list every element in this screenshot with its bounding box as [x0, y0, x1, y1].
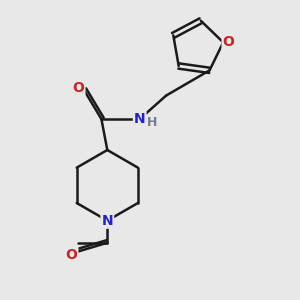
Text: O: O	[223, 35, 234, 49]
Text: H: H	[147, 116, 157, 129]
Text: O: O	[65, 248, 77, 262]
Text: N: N	[134, 112, 146, 126]
Text: N: N	[101, 214, 113, 228]
Text: O: O	[73, 81, 84, 95]
